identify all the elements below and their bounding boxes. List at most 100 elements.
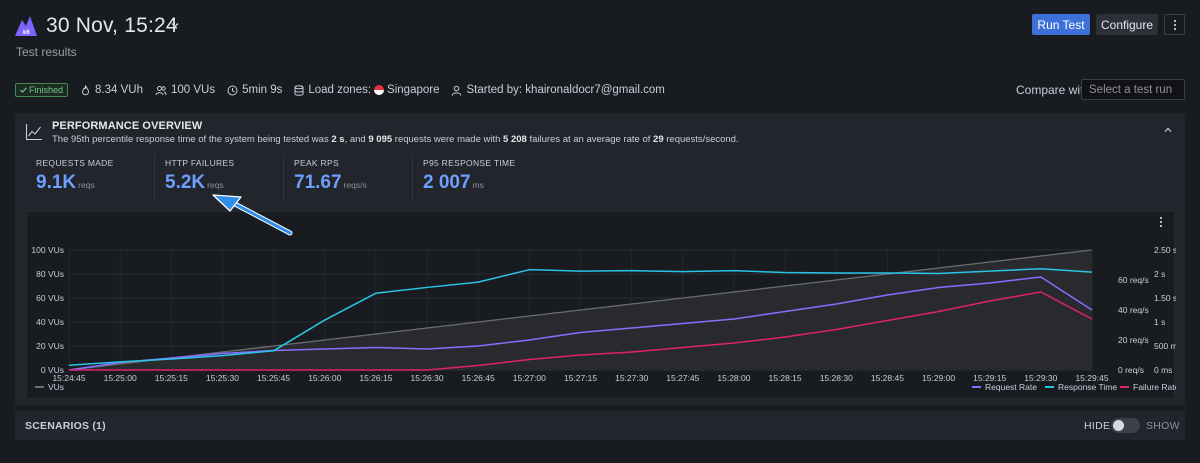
user-icon (452, 85, 462, 96)
chevron-up-icon[interactable] (1163, 125, 1173, 135)
x-tick-label: 15:28:15 (769, 373, 802, 383)
test-run-meta: Finished 8.34 VUh 100 VUs 5min 9s Load z… (15, 82, 677, 98)
stat-unit: reqs (207, 180, 224, 190)
toggle-knob (1113, 420, 1124, 431)
x-tick-label: 15:28:30 (820, 373, 853, 383)
page-subtitle: Test results (16, 45, 77, 59)
summary-failures: 5 208 (503, 134, 527, 145)
svg-text:k6: k6 (23, 30, 30, 36)
y-time-tick-label: 1.50 s (1154, 293, 1176, 303)
flame-icon (82, 84, 90, 95)
series-line-response-time (68, 267, 1093, 366)
chart-svg: 0 VUs 20 VUs 40 VUs 60 VUs 80 VUs 100 VUs 15:2… (31, 245, 1176, 392)
x-tick-label: 15:26:00 (308, 373, 341, 383)
x-tick-label: 15:26:45 (462, 373, 495, 383)
compare-placeholder: Select a test run (1089, 83, 1173, 96)
page-header: k6 30 Nov, 15:24 Test results Run Test C… (0, 0, 1200, 70)
vuh-info: 8.34 VUh (80, 84, 143, 96)
summary-text-2: , and (344, 134, 369, 145)
x-tick-label: 15:29:30 (1024, 373, 1057, 383)
x-tick-label: 15:29:15 (973, 373, 1006, 383)
summary-text-5: requests/second. (663, 134, 739, 145)
y-time-tick-label: 1 s (1154, 317, 1165, 327)
x-tick-label: 15:28:00 (717, 373, 750, 383)
y-time-tick-label: 2.50 s (1154, 245, 1176, 255)
configure-button[interactable]: Configure (1096, 14, 1158, 35)
y-right-tick-label: 40 req/s (1118, 305, 1149, 315)
y-time-tick-label: 2 s (1154, 269, 1165, 279)
legend-label-vus: VUs (48, 382, 64, 392)
summary-rate: 29 (653, 134, 664, 145)
vus-value: 100 VUs (170, 84, 216, 96)
summary-p95: 2 s (331, 134, 345, 145)
compare-label: Compare with (1016, 83, 1091, 97)
stat-p95-response-time: P95 RESPONSE TIME 2 007 ms (413, 154, 542, 201)
duration-value: 5min 9s (242, 84, 283, 96)
started-by-info: Started by: khaironaldocr7@gmail.com (451, 84, 665, 96)
stat-value: 2 007 (423, 172, 471, 193)
y-time-tick-label: 0 ms (1154, 365, 1172, 375)
database-icon (294, 84, 304, 96)
x-tick-label: 15:24:45 (52, 373, 85, 383)
duration-info: 5min 9s (227, 84, 282, 96)
performance-summary: The 95th percentile response time of the… (52, 134, 739, 145)
chart-line-icon (25, 124, 42, 141)
x-tick-label: 15:27:15 (564, 373, 597, 383)
vertical-dots-icon (1173, 19, 1176, 30)
stat-label: REQUESTS MADE (36, 158, 114, 168)
singapore-flag-icon (374, 85, 385, 95)
y-tick-label: 0 VUs (41, 365, 64, 375)
x-tick-label: 15:25:00 (104, 373, 137, 383)
x-tick-label: 15:29:00 (922, 373, 955, 383)
check-icon (20, 87, 27, 93)
status-badge: Finished (15, 83, 69, 97)
y-tick-label: 40 VUs (36, 317, 64, 327)
load-zones-info: Load zones: Singapore (294, 84, 439, 96)
scenarios-toggle[interactable] (1111, 418, 1140, 433)
scenarios-label: SCENARIOS (1) (25, 420, 106, 432)
stat-unit: reqs (78, 180, 95, 190)
stat-peak-rps: PEAK RPS 71.67 reqs/s (284, 154, 413, 201)
load-zone-value: Singapore (387, 84, 440, 96)
vus-info: 100 VUs (155, 84, 215, 96)
x-tick-label: 15:25:15 (155, 373, 188, 383)
performance-overview-title: PERFORMANCE OVERVIEW (52, 120, 203, 132)
stat-value: 5.2K (165, 172, 206, 193)
stat-label: P95 RESPONSE TIME (423, 158, 516, 168)
x-tick-label: 15:25:45 (257, 373, 290, 383)
y-right-tick-label: 0 req/s (1118, 365, 1144, 375)
hide-label: HIDE (1084, 420, 1111, 432)
annotation-arrow-icon (212, 194, 293, 236)
vuh-value: 8.34 VUh (95, 84, 143, 96)
performance-chart: 0 VUs 20 VUs 40 VUs 60 VUs 80 VUs 100 VUs 15:2… (26, 211, 1176, 399)
series-line-failure-rate (69, 291, 1093, 371)
x-tick-label: 15:29:45 (1075, 373, 1108, 383)
x-tick-label: 15:26:15 (359, 373, 392, 383)
more-options-button[interactable] (1164, 14, 1185, 35)
k6-logo-icon: k6 (15, 16, 37, 36)
users-icon (155, 85, 167, 95)
stat-unit: ms (472, 180, 484, 190)
run-test-button[interactable]: Run Test (1032, 14, 1090, 35)
clock-icon (227, 85, 238, 95)
compare-select[interactable]: Select a test run (1081, 79, 1185, 100)
y-tick-label: 20 VUs (36, 341, 64, 351)
x-tick-label: 15:27:00 (513, 373, 546, 383)
show-label: SHOW (1146, 420, 1180, 432)
stat-unit: reqs/s (343, 180, 367, 190)
x-tick-label: 15:27:45 (666, 373, 699, 383)
summary-text-3: requests were made with (392, 134, 504, 145)
summary-text-1: The 95th percentile response time of the… (52, 134, 332, 145)
page-title[interactable]: 30 Nov, 15:24 (46, 14, 178, 37)
legend-label-failure-rate: Failure Rate (1133, 382, 1176, 392)
x-tick-label: 15:25:30 (206, 373, 239, 383)
x-tick-label: 15:26:30 (411, 373, 444, 383)
chevron-down-icon[interactable] (170, 20, 180, 30)
vertical-dots-icon[interactable] (1155, 216, 1167, 228)
y-tick-label: 60 VUs (36, 293, 64, 303)
scenarios-section: SCENARIOS (1) HIDE SHOW (15, 411, 1185, 440)
stat-requests-made: REQUESTS MADE 9.1K reqs (26, 154, 155, 201)
x-tick-label: 15:27:30 (615, 373, 648, 383)
y-right-tick-label: 20 req/s (1118, 335, 1149, 345)
y-right-tick-label: 60 req/s (1118, 275, 1149, 285)
